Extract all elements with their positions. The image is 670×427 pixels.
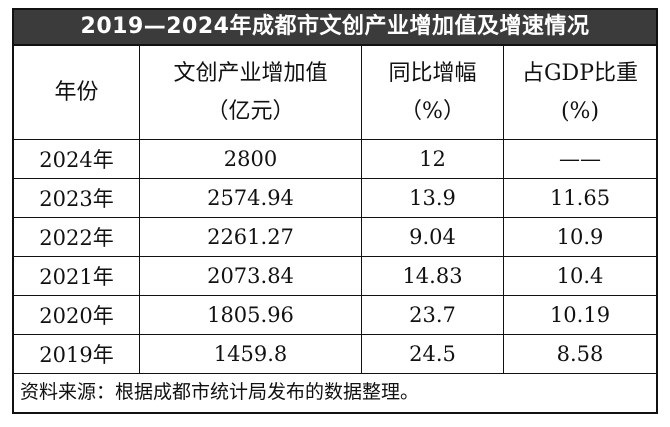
cell-text: 9.04 xyxy=(409,225,456,249)
header-cell: 年份 xyxy=(14,46,140,139)
cell-text: 2019年 xyxy=(39,343,114,367)
cell-text: 11.65 xyxy=(549,186,611,210)
data-cell: 9.04 xyxy=(362,218,504,256)
cell-text: —— xyxy=(559,147,601,171)
data-cell: 2020年 xyxy=(14,296,140,334)
data-cell: 2019年 xyxy=(14,335,140,373)
header-text: 文创产业增加值 xyxy=(173,60,328,86)
data-cell: 2574.94 xyxy=(140,179,362,217)
cell-text: 14.83 xyxy=(402,264,463,288)
table: 2019—2024年成都市文创产业增加值及增速情况 年份 文创产业增加值 （亿元） 同… xyxy=(12,8,658,414)
cell-text: 23.7 xyxy=(409,303,456,327)
cell-text: 2574.94 xyxy=(207,186,294,210)
header-row: 年份 文创产业增加值 （亿元） 同比增幅 （%） 占GDP比重 (%) xyxy=(14,46,656,140)
data-cell: 10.19 xyxy=(504,296,656,334)
data-cell: 14.83 xyxy=(362,257,504,295)
header-cell: 文创产业增加值 （亿元） xyxy=(140,46,362,139)
header-cell: 同比增幅 （%） xyxy=(362,46,504,139)
data-row: 2024年 2800 12 —— xyxy=(14,140,656,179)
cell-text: 10.4 xyxy=(556,264,604,288)
table-body: 年份 文创产业增加值 （亿元） 同比增幅 （%） 占GDP比重 (%) 2024年 2800 12… xyxy=(14,46,656,374)
table-title: 2019—2024年成都市文创产业增加值及增速情况 xyxy=(14,10,656,46)
cell-text: 2800 xyxy=(223,147,278,171)
data-cell: 2022年 xyxy=(14,218,140,256)
data-row: 2020年 1805.96 23.7 10.19 xyxy=(14,296,656,335)
header-text: 同比增幅 xyxy=(388,60,477,86)
data-cell: 1805.96 xyxy=(140,296,362,334)
cell-text: 2023年 xyxy=(39,187,114,211)
header-cell: 占GDP比重 (%) xyxy=(504,46,656,139)
data-cell: 2024年 xyxy=(14,140,140,178)
cell-text: 8.58 xyxy=(556,342,604,366)
cell-text: 1459.8 xyxy=(213,342,288,366)
header-text: （亿元） xyxy=(206,98,295,124)
data-cell: 10.4 xyxy=(504,257,656,295)
data-cell: 11.65 xyxy=(504,179,656,217)
data-cell: 2073.84 xyxy=(140,257,362,295)
cell-text: 2024年 xyxy=(39,148,114,172)
header-text: 占GDP比重 xyxy=(521,60,639,86)
cell-text: 2021年 xyxy=(39,265,114,289)
data-cell: —— xyxy=(504,140,656,178)
data-cell: 1459.8 xyxy=(140,335,362,373)
data-row: 2019年 1459.8 24.5 8.58 xyxy=(14,335,656,374)
cell-text: 2073.84 xyxy=(207,264,294,288)
data-cell: 23.7 xyxy=(362,296,504,334)
data-cell: 13.9 xyxy=(362,179,504,217)
data-row: 2021年 2073.84 14.83 10.4 xyxy=(14,257,656,296)
cell-text: 2261.27 xyxy=(207,225,294,249)
cell-text: 24.5 xyxy=(409,342,456,366)
cell-text: 2022年 xyxy=(39,226,114,250)
data-cell: 2261.27 xyxy=(140,218,362,256)
cell-text: 2020年 xyxy=(39,304,114,328)
data-cell: 12 xyxy=(362,140,504,178)
data-row: 2023年 2574.94 13.9 11.65 xyxy=(14,179,656,218)
data-cell: 24.5 xyxy=(362,335,504,373)
cell-text: 1805.96 xyxy=(207,303,294,327)
data-cell: 10.9 xyxy=(504,218,656,256)
data-cell: 2023年 xyxy=(14,179,140,217)
cell-text: 10.9 xyxy=(556,225,604,249)
cell-text: 12 xyxy=(419,147,446,171)
cell-text: 10.19 xyxy=(549,303,611,327)
data-row: 2022年 2261.27 9.04 10.9 xyxy=(14,218,656,257)
data-cell: 8.58 xyxy=(504,335,656,373)
source-note: 资料来源：根据成都市统计局发布的数据整理。 xyxy=(20,381,420,403)
header-text: 年份 xyxy=(54,79,99,105)
data-cell: 2021年 xyxy=(14,257,140,295)
header-text: （%） xyxy=(400,98,465,124)
cell-text: 13.9 xyxy=(409,186,456,210)
header-text: (%) xyxy=(560,98,600,124)
data-cell: 2800 xyxy=(140,140,362,178)
